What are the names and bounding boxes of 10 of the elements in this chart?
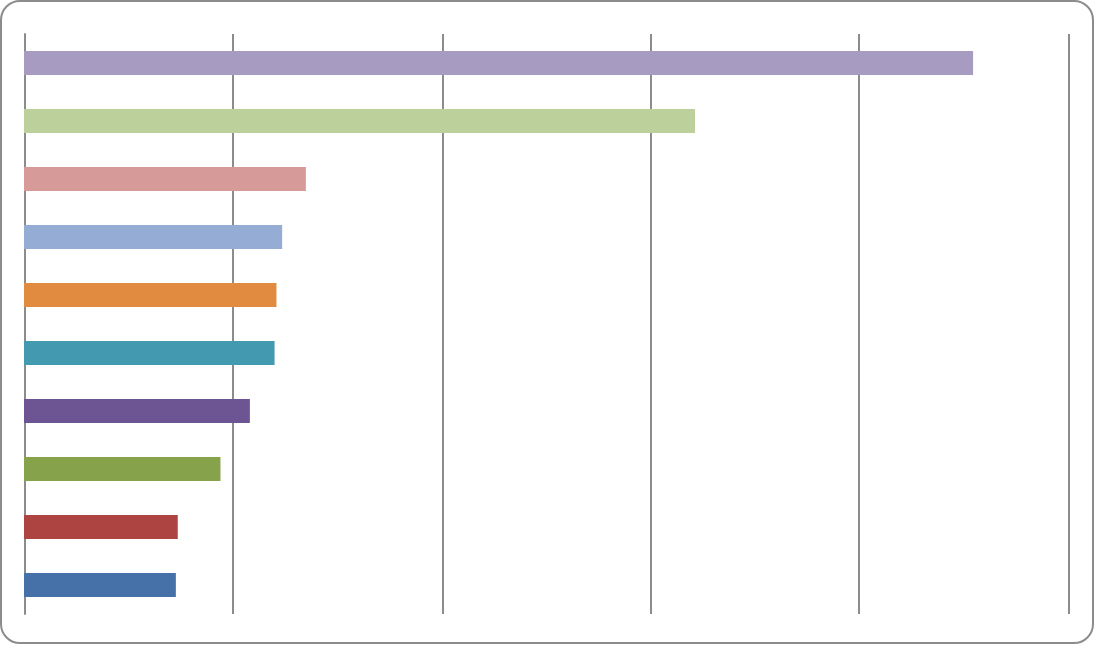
bar [24, 109, 696, 133]
bar [24, 283, 277, 307]
bar [24, 399, 250, 423]
bar [24, 457, 221, 481]
bar [24, 167, 306, 191]
bar [24, 51, 974, 75]
bar [24, 515, 178, 539]
bar [24, 341, 275, 365]
bar [24, 225, 283, 249]
bar [24, 573, 176, 597]
